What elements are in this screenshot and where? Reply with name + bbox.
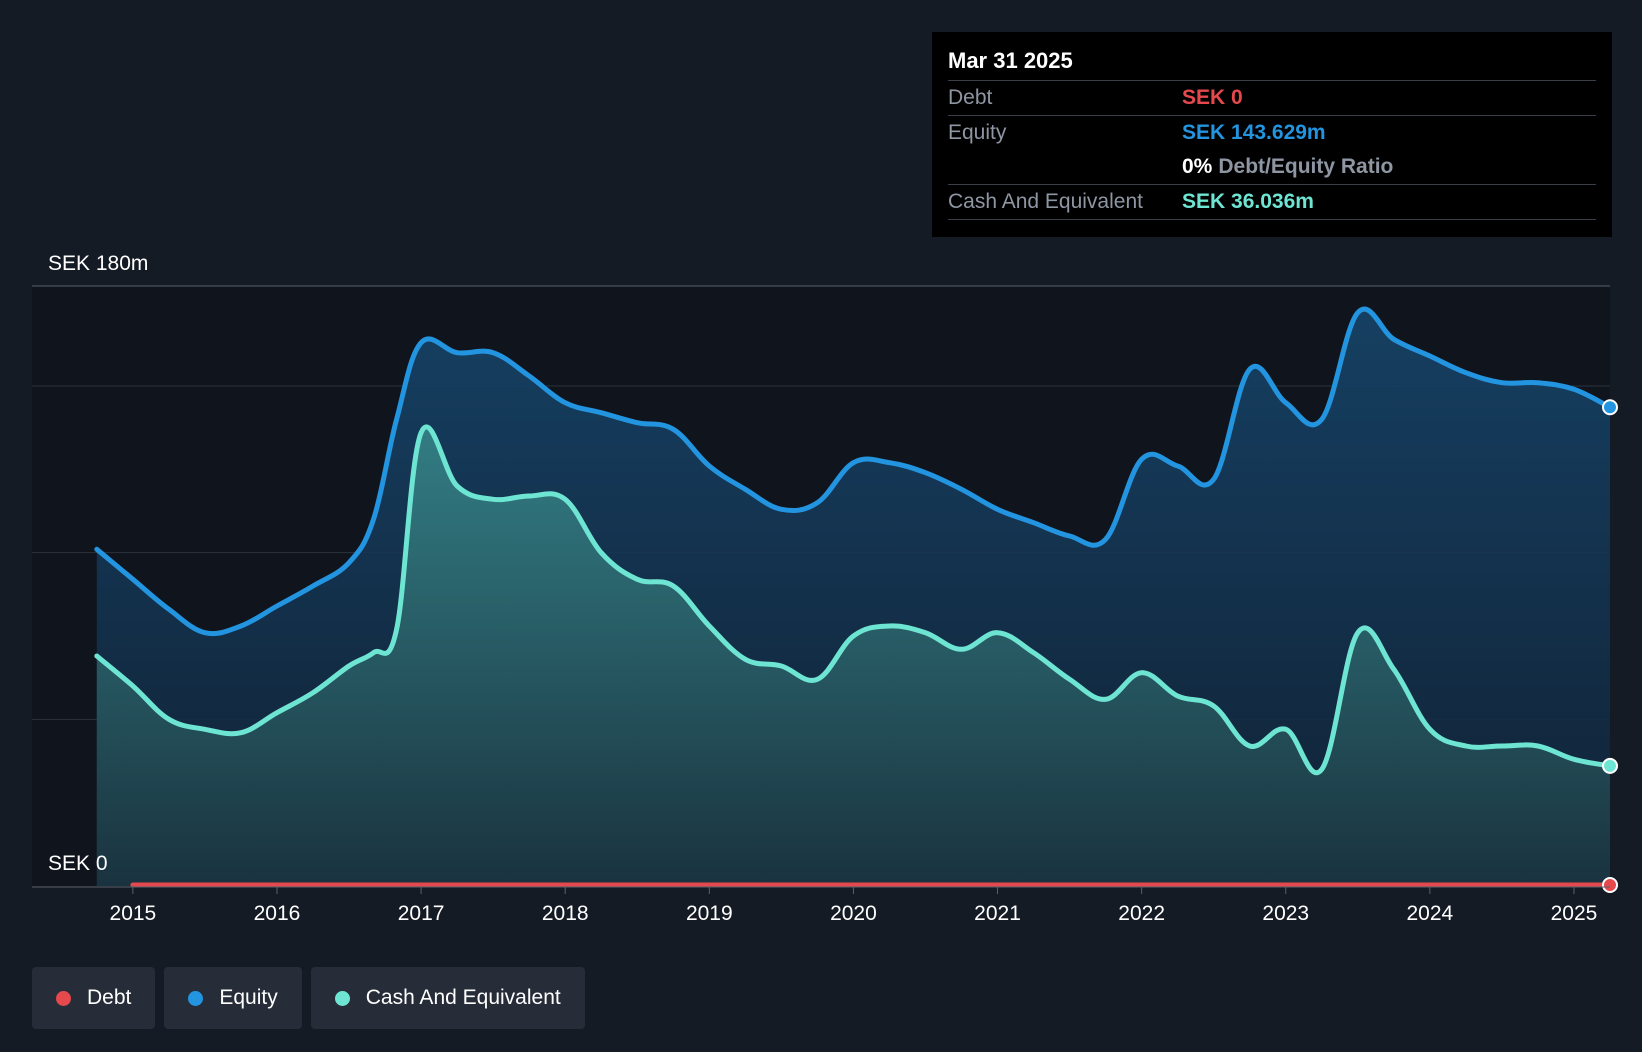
tooltip-cash-row: Cash And Equivalent SEK 36.036m: [948, 184, 1596, 220]
series-areas: [96, 309, 1610, 886]
x-tick-label-2024: 2024: [1407, 902, 1454, 925]
tooltip-cash-label: Cash And Equivalent: [948, 190, 1143, 213]
tooltip-debt-label: Debt: [948, 86, 993, 109]
cash-and-equivalent-end-point: [1602, 757, 1618, 774]
tooltip-equity-value: SEK 143.629m: [1182, 121, 1326, 144]
cash-and-equivalent-area: [96, 426, 1610, 886]
chart-legend: Debt Equity Cash And Equivalent: [32, 967, 585, 1029]
tooltip-date: Mar 31 2025: [948, 48, 1073, 73]
legend-item-equity[interactable]: Equity: [164, 967, 302, 1029]
debt-dot-icon: [56, 990, 71, 1006]
tooltip-debt-row: Debt SEK 0: [948, 80, 1596, 115]
equity-line: [94, 306, 1613, 637]
tooltip-panel: Mar 31 2025 Debt SEK 0 Equity SEK 143.62…: [932, 32, 1612, 237]
equity-end-point: [1602, 399, 1618, 416]
tooltip-cash-value: SEK 36.036m: [1182, 190, 1314, 213]
x-tick-label-2022: 2022: [1118, 902, 1165, 925]
x-tick-label-2018: 2018: [542, 902, 589, 925]
legend-equity-label: Equity: [219, 986, 278, 1009]
x-tick-label-2019: 2019: [686, 902, 733, 925]
y-axis-bottom-label: SEK 0: [48, 852, 108, 875]
x-tick-label-2016: 2016: [254, 902, 301, 925]
tooltip-ratio-row: 0% Debt/Equity Ratio: [948, 150, 1596, 184]
x-tick-label-2015: 2015: [110, 902, 157, 925]
legend-item-cash[interactable]: Cash And Equivalent: [310, 967, 585, 1029]
x-tick-label-2021: 2021: [974, 902, 1021, 925]
debt-end-point: [1602, 877, 1618, 893]
x-tick-label-2017: 2017: [398, 902, 445, 925]
y-axis-top-label: SEK 180m: [48, 252, 148, 275]
x-tick-label-2023: 2023: [1262, 902, 1309, 925]
tooltip-ratio-label: Debt/Equity Ratio: [1218, 155, 1394, 178]
x-tick-label-2020: 2020: [830, 902, 877, 925]
x-tick-label-2025: 2025: [1551, 902, 1598, 925]
tooltip-ratio-value: 0%: [1182, 155, 1213, 178]
series-lines: [94, 306, 1618, 893]
tooltip-equity-row: Equity SEK 143.629m: [948, 115, 1596, 150]
tooltip-debt-value: SEK 0: [1182, 86, 1243, 109]
legend-debt-label: Debt: [87, 986, 132, 1009]
x-axis: 2015 2016 2017 2018 2019 2020 2021 2022 2023 2024…: [32, 886, 1610, 925]
legend-cash-label: Cash And Equivalent: [365, 986, 561, 1009]
cash-and-equivalent-line: [94, 424, 1613, 776]
cash-dot-icon: [334, 990, 350, 1006]
tooltip-equity-label: Equity: [948, 121, 1007, 144]
equity-dot-icon: [188, 990, 204, 1006]
legend-item-debt[interactable]: Debt: [32, 967, 156, 1029]
